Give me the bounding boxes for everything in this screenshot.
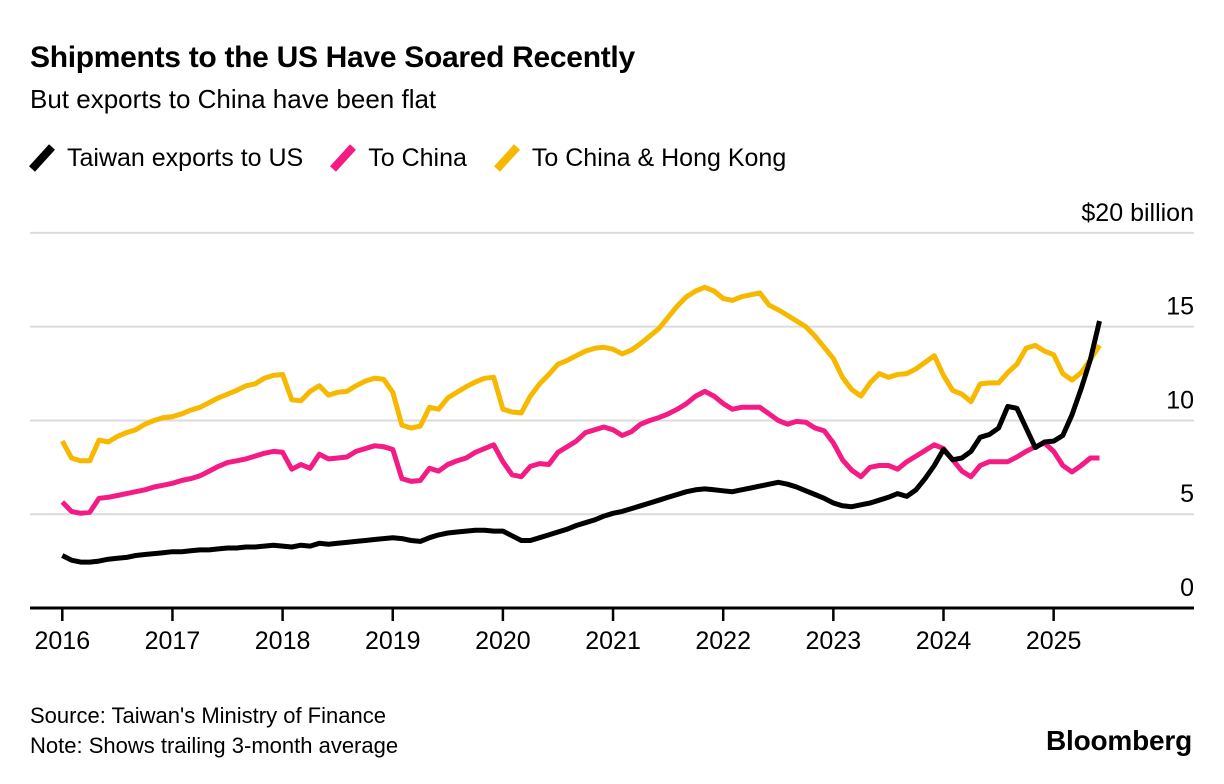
footer-notes: Source: Taiwan's Ministry of Finance Not…	[30, 701, 398, 762]
x-axis-year-label: 2018	[255, 627, 311, 655]
x-axis-year-label: 2023	[806, 627, 862, 655]
bloomberg-logo: Bloomberg	[1046, 725, 1192, 756]
legend-slash-icon	[29, 144, 55, 172]
legend: Taiwan exports to US To China To China & H…	[28, 143, 786, 173]
x-axis-year-label: 2022	[695, 627, 751, 655]
series-line-china-hk	[60, 284, 1102, 464]
x-axis-year-label: 2017	[145, 627, 201, 655]
x-axis-year-label: 2025	[1026, 627, 1082, 655]
y-axis-tick-label: 0	[1180, 574, 1194, 602]
legend-item-label: To China	[368, 143, 467, 172]
x-axis-year-label: 2021	[585, 627, 641, 655]
y-axis-tick-label: 10	[1166, 386, 1194, 414]
source-text: Source: Taiwan's Ministry of Finance	[30, 703, 386, 728]
series-line-china	[60, 388, 1100, 516]
legend-item: To China & Hong Kong	[493, 143, 786, 173]
y-axis-tick-label: 5	[1180, 480, 1194, 508]
x-axis-year-label: 2019	[365, 627, 421, 655]
legend-item-label: To China & Hong Kong	[531, 143, 787, 172]
y-axis-unit-label: $20 billion	[1081, 199, 1194, 227]
x-axis-year-label: 2020	[475, 627, 531, 655]
page-title: Shipments to the US Have Soared Recently	[30, 41, 635, 74]
note-text: Note: Shows trailing 3-month average	[30, 733, 399, 759]
series-line-us	[61, 320, 1102, 565]
x-axis-year-label: 2016	[34, 627, 90, 655]
legend-slash-icon	[330, 144, 357, 172]
page-subtitle: But exports to China have been flat	[30, 84, 437, 114]
legend-item-label: Taiwan exports to US	[67, 143, 304, 172]
y-axis-tick-label: 15	[1166, 293, 1194, 321]
legend-item: Taiwan exports to US	[28, 143, 303, 173]
legend-slash-icon	[493, 144, 520, 172]
x-axis-year-label: 2024	[916, 627, 972, 655]
legend-item: To China	[329, 143, 467, 173]
